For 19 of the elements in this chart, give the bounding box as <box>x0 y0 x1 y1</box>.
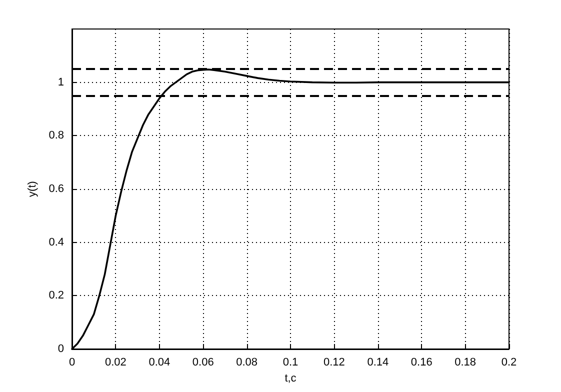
y-tick-label: 0.4 <box>48 236 64 248</box>
x-tick-label: 0.04 <box>148 356 170 368</box>
y-tick-label: 1 <box>58 76 64 88</box>
y-axis-title: y(t) <box>26 181 38 197</box>
x-tick-label: 0.14 <box>367 356 389 368</box>
x-tick-label: 0.06 <box>192 356 214 368</box>
y-tick-label: 0.6 <box>48 183 64 195</box>
y-tick-label: 0 <box>58 343 64 355</box>
x-tick-label: 0.12 <box>323 356 345 368</box>
x-tick-label: 0 <box>68 356 76 368</box>
x-tick-label: 0.08 <box>236 356 258 368</box>
x-tick-label: 0.18 <box>454 356 476 368</box>
y-tick-label: 0.2 <box>48 290 64 302</box>
x-tick-label: 0.2 <box>501 356 517 368</box>
y-tick-label: 0.8 <box>48 130 64 142</box>
x-tick-label: 0.16 <box>410 356 432 368</box>
x-axis-title: t,c <box>284 372 297 384</box>
x-tick-label: 0.1 <box>282 356 298 368</box>
x-tick-label: 0.02 <box>104 356 126 368</box>
